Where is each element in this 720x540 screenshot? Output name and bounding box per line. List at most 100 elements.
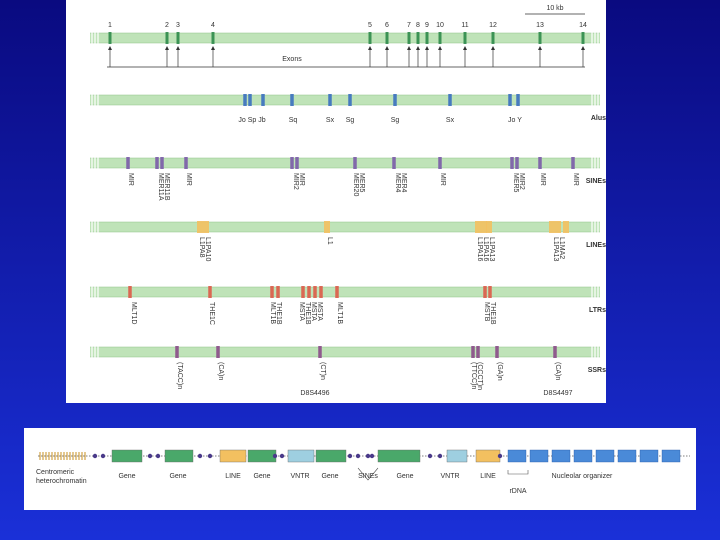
rdna-unit [507,449,527,463]
feature [248,94,252,106]
feature [155,157,159,169]
feature [463,32,467,44]
feature-label: THE1B [275,302,282,325]
sine-dot [207,453,213,459]
feature-label: (CA)n [217,362,224,380]
feature-label: L1PA16 [476,237,483,261]
exon-number: 8 [416,22,420,29]
feature [276,286,280,298]
feature-label: MER11B [163,173,170,201]
feature-label: MSTA [310,302,317,321]
feature [486,221,492,233]
exon-number: 2 [165,22,169,29]
scale-label: 10 kb [546,5,563,12]
exon-number: 13 [536,22,544,29]
legend-label: Gene [118,473,135,480]
exon-arrow [438,46,442,50]
sine-dot [427,453,433,459]
feature [335,286,339,298]
exon-arrow [463,46,467,50]
feature-label: MSTB [483,302,490,322]
legend-label: Gene [396,473,413,480]
legend-block [377,449,421,463]
feature [508,94,512,106]
feature [108,32,112,44]
feature-label: MSTA [316,302,323,321]
exon-number: 1 [108,22,112,29]
feature [475,221,481,233]
rdna-unit [661,449,681,463]
legend-label: LINE [480,473,496,480]
track-name: SINEs [586,178,606,185]
feature [483,286,487,298]
rdna-unit [617,449,637,463]
feature-label: (TACC)n [176,362,183,389]
feature [184,157,188,169]
feature [438,157,442,169]
feature-label: L1PA13 [488,237,495,261]
sine-dot [147,453,153,459]
feature [491,32,495,44]
sine-dot [272,453,278,459]
feature-label: Jo Sp Jb [238,117,265,124]
legend-block [475,449,501,463]
feature-label: Sx [446,117,455,124]
feature [216,346,220,358]
feature-label: MER5 [512,173,519,193]
feature [324,221,330,233]
legend-block [219,449,247,463]
feature [295,157,299,169]
legend-block [315,449,347,463]
feature [328,94,332,106]
sine-dot [497,453,503,459]
feature-label: THE1C [208,302,215,325]
feature [571,157,575,169]
feature-label: (CCCT)n [476,362,483,390]
marker-label: D8S4497 [543,390,572,397]
feature [368,32,372,44]
feature [438,32,442,44]
exon-number: 5 [368,22,372,29]
feature-label: L1PA16 [482,237,489,261]
sine-dot [365,453,371,459]
feature-label: MIR [539,173,546,186]
rdna-unit [573,449,593,463]
feature [160,157,164,169]
rdna-unit [529,449,549,463]
legend-label: LINE [225,473,241,480]
exon-arrow [368,46,372,50]
legend-label: Nucleolar organizer [552,473,613,480]
feature-label: (CA)n [554,362,561,380]
exon-number: 9 [425,22,429,29]
track-name: LTRs [589,307,606,314]
exon-number: 12 [489,22,497,29]
exon-number: 6 [385,22,389,29]
feature [175,346,179,358]
exon-arrow [416,46,420,50]
feature-label: Sx [326,117,335,124]
sine-dot [355,453,361,459]
feature [471,346,475,358]
feature [515,157,519,169]
rdna-bracket [507,470,529,475]
feature [270,286,274,298]
feature-label: (CT)n [319,362,326,380]
track-name: Alus [591,115,606,122]
track-name: LINEs [586,242,606,249]
exon-number: 10 [436,22,444,29]
feature-label: MIR2 [518,173,525,190]
legend-label: Gene [253,473,270,480]
legend-label: Gene [321,473,338,480]
feature [301,286,305,298]
exon-arrow [581,46,585,50]
feature-label: L1MA2 [558,237,565,259]
feature [290,94,294,106]
rdna-unit [639,449,659,463]
feature-label: MER11A [157,173,164,201]
feature [476,346,480,358]
exon-arrow [491,46,495,50]
track-bar [90,287,600,297]
feature [481,221,487,233]
feature-label: THE1B [304,302,311,325]
exon-arrow [108,46,112,50]
